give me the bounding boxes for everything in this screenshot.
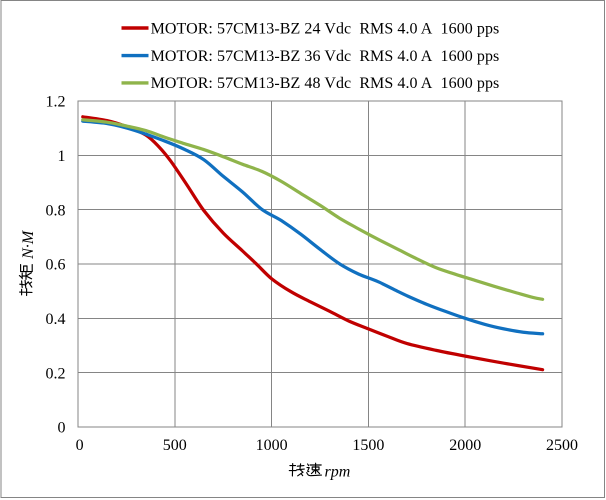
svg-text:0: 0 xyxy=(76,437,84,454)
svg-text:2500: 2500 xyxy=(546,437,578,454)
svg-text:0.4: 0.4 xyxy=(46,311,66,328)
svg-text:N·M: N·M xyxy=(20,229,37,260)
svg-text:1000: 1000 xyxy=(256,437,288,454)
svg-text:0.8: 0.8 xyxy=(46,202,66,219)
svg-text:0.2: 0.2 xyxy=(46,365,66,382)
svg-text:1500: 1500 xyxy=(352,437,384,454)
svg-text:0.6: 0.6 xyxy=(46,257,66,274)
svg-text:2000: 2000 xyxy=(449,437,481,454)
svg-text:MOTOR: 57CM13-BZ 24 Vdc RMS 4: MOTOR: 57CM13-BZ 24 Vdc RMS 4.0 A 1600 p… xyxy=(151,20,500,37)
svg-text:MOTOR: 57CM13-BZ 36 Vdc RMS 4: MOTOR: 57CM13-BZ 36 Vdc RMS 4.0 A 1600 p… xyxy=(151,48,500,65)
svg-text:rpm: rpm xyxy=(325,464,351,481)
svg-text:0: 0 xyxy=(58,420,66,437)
svg-text:1.2: 1.2 xyxy=(46,94,66,111)
svg-text:500: 500 xyxy=(163,437,187,454)
svg-text:MOTOR: 57CM13-BZ 48 Vdc RMS 4: MOTOR: 57CM13-BZ 48 Vdc RMS 4.0 A 1600 p… xyxy=(151,75,500,92)
svg-text:1: 1 xyxy=(58,148,66,165)
